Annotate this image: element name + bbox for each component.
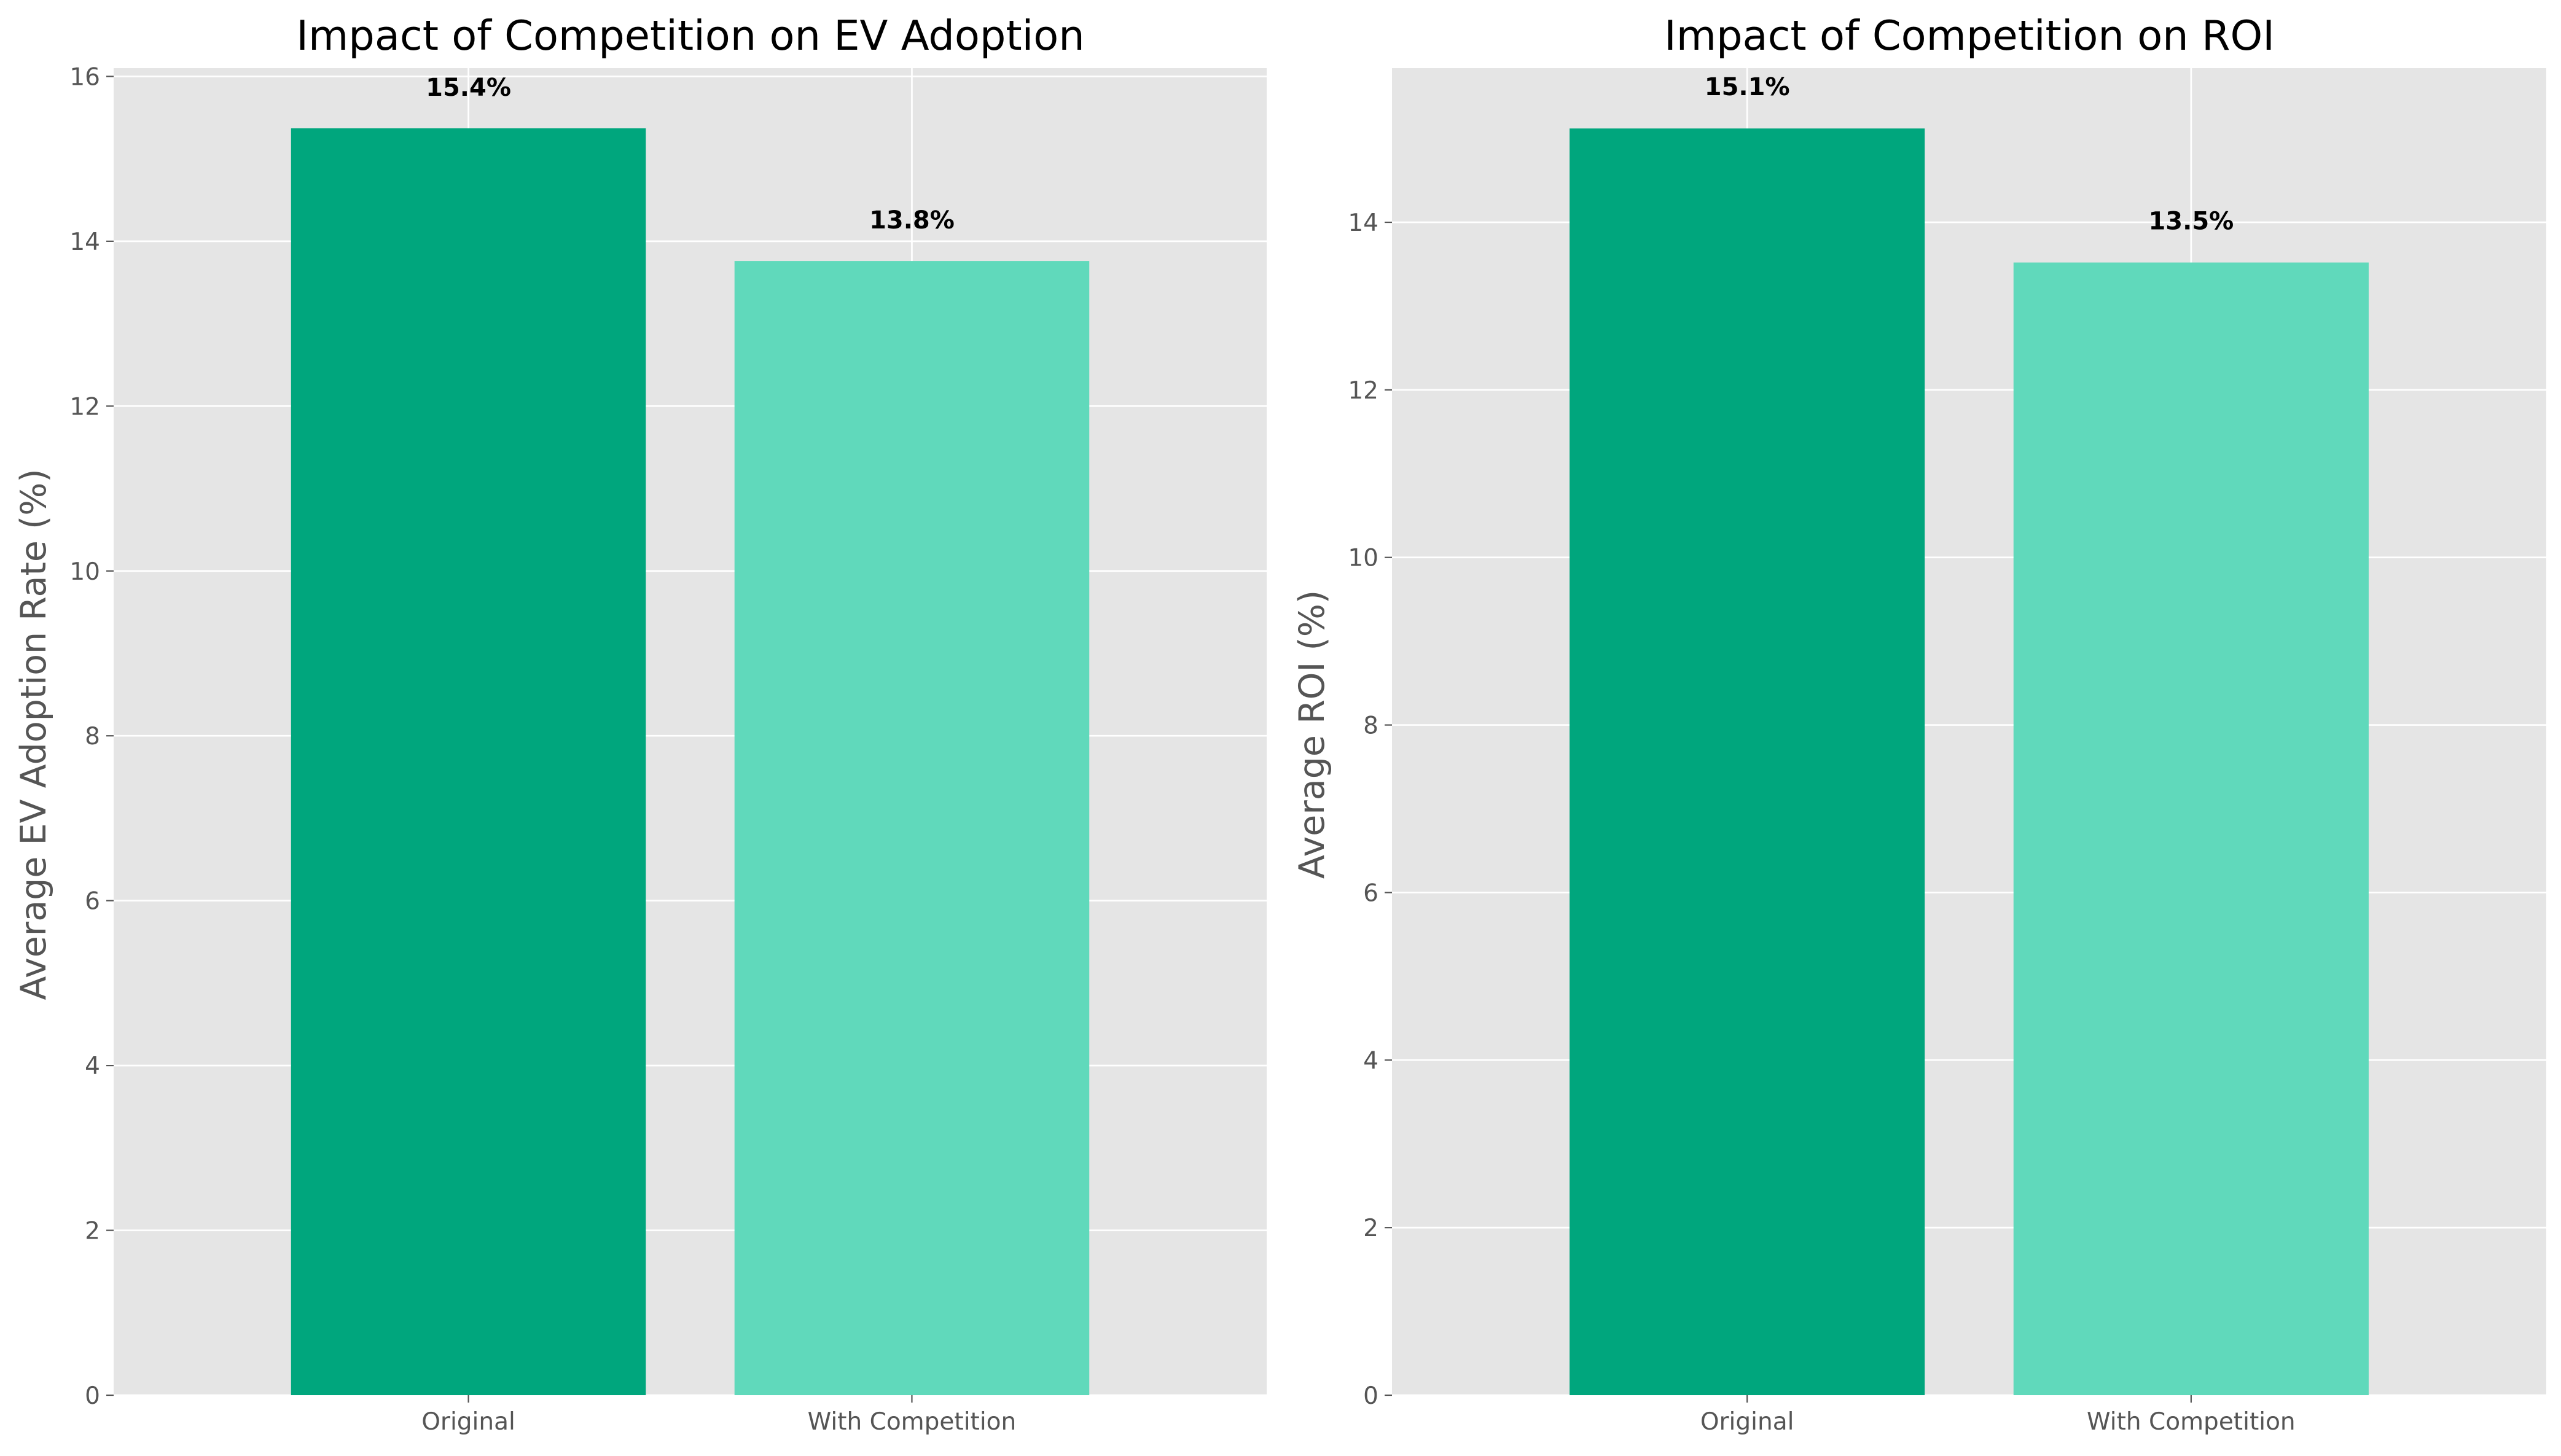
plot-area: [114, 68, 1267, 1396]
y-tick-label: 12: [69, 393, 100, 421]
plot-background: [1392, 68, 2546, 1395]
bar: [291, 128, 646, 1396]
y-tick-label: 8: [1363, 712, 1378, 740]
y-tick-label: 2: [1363, 1215, 1378, 1242]
y-axis-label: Average ROI (%): [1292, 590, 1332, 879]
plot-area: [1392, 68, 2546, 1396]
y-tick-label: 14: [1348, 209, 1378, 237]
data-label: 13.8%: [869, 206, 955, 235]
x-tick-label: Original: [1700, 1408, 1794, 1436]
chart-title: Impact of Competition on ROI: [1664, 12, 2275, 60]
y-tick-label: 4: [1363, 1047, 1378, 1075]
y-tick-label: 8: [85, 723, 100, 750]
y-tick-label: 10: [69, 558, 100, 586]
y-tick-label: 0: [85, 1382, 100, 1410]
y-tick-label: 6: [85, 888, 100, 916]
data-label: 15.4%: [426, 74, 511, 102]
y-axis-label: Average EV Adoption Rate (%): [14, 469, 54, 1000]
x-tick-label: With Competition: [2087, 1408, 2296, 1436]
bar: [2013, 262, 2369, 1395]
chart-ev-adoption: Impact of Competition on EV Adoption Ave…: [14, 12, 1267, 1436]
x-tick-label: With Competition: [808, 1408, 1017, 1436]
y-tick-label: 6: [1363, 879, 1378, 907]
y-tick-label: 12: [1348, 377, 1378, 405]
bar: [734, 261, 1090, 1395]
y-tick-label: 14: [69, 228, 100, 256]
x-tick-label: Original: [421, 1408, 515, 1436]
data-label: 15.1%: [1705, 73, 1790, 101]
bar: [1570, 128, 1925, 1395]
data-label: 13.5%: [2148, 207, 2234, 235]
y-tick-label: 0: [1363, 1382, 1378, 1410]
y-tick-label: 16: [69, 63, 100, 91]
plot-background: [114, 68, 1267, 1395]
chart-roi: Impact of Competition on ROI Average ROI…: [1292, 12, 2546, 1436]
y-tick-label: 10: [1348, 545, 1378, 572]
chart-title: Impact of Competition on EV Adoption: [296, 12, 1084, 60]
y-tick-label: 4: [85, 1053, 100, 1080]
y-tick-label: 2: [85, 1218, 100, 1245]
